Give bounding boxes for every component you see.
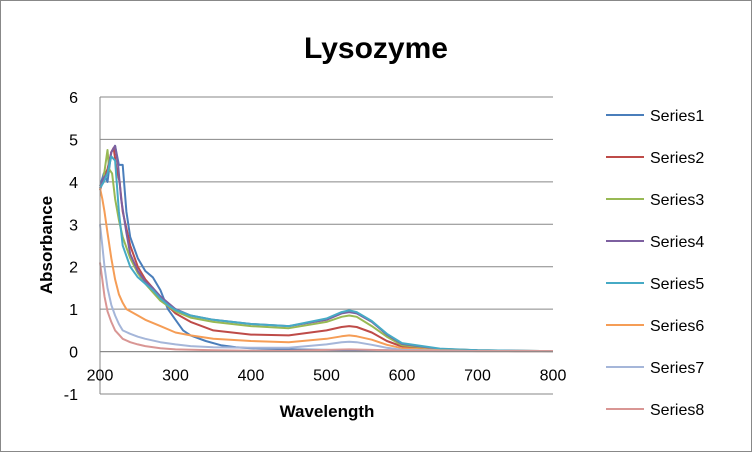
legend-label-series1: Series1 [650,108,704,125]
series-lines [99,144,554,353]
x-tick-label: 200 [87,368,114,385]
series-line-series5 [99,155,554,353]
legend-label-series3: Series3 [650,192,704,209]
x-tick-label: 800 [540,368,567,385]
x-tick-label: 300 [162,368,189,385]
y-tick-label: -1 [64,387,78,404]
legend-label-series2: Series2 [650,150,704,167]
axes [99,97,553,394]
y-tick-label: 3 [69,217,78,234]
series-line-series8 [99,262,553,353]
series-line-series6 [99,187,553,353]
legend: Series1 Series2 Series3 Series4 Series5 Serie… [606,108,704,419]
series-line-series7 [99,224,553,353]
legend-label-series5: Series5 [650,276,704,293]
y-tick-label: 5 [69,132,78,149]
y-tick-label: 0 [69,345,78,362]
y-tick-label: 6 [69,90,78,107]
series-line-series3 [99,149,554,353]
x-tick-label: 400 [238,368,265,385]
x-tick-label: 600 [389,368,416,385]
series-line-series4 [99,144,554,353]
y-tick-label: 2 [69,260,78,277]
x-axis-label: Wavelength [280,402,375,421]
legend-label-series4: Series4 [650,234,704,251]
y-tick-label: 4 [69,175,78,192]
tick-labels: -1 0 1 2 3 4 5 6 200 300 400 500 600 700 800 [64,90,567,404]
legend-label-series6: Series6 [650,318,704,335]
chart-title: Lysozyme [304,32,448,65]
y-axis-label: Absorbance [37,196,56,294]
x-tick-label: 500 [313,368,340,385]
legend-label-series8: Series8 [650,402,704,419]
x-tick-label: 700 [464,368,491,385]
y-tick-label: 1 [69,302,78,319]
legend-label-series7: Series7 [650,360,704,377]
